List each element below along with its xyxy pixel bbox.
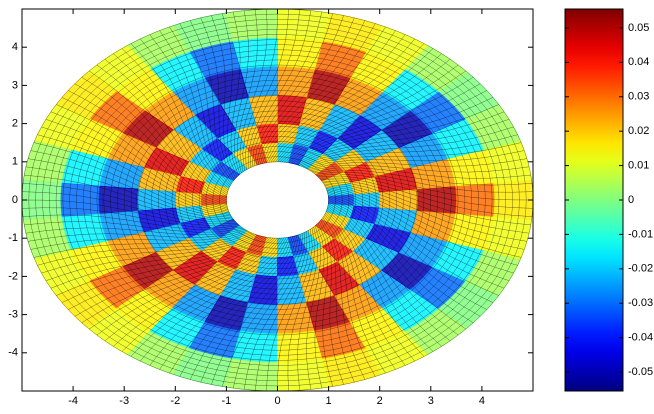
- mesh-cell: [416, 185, 457, 215]
- y-tick-label: 4: [12, 41, 18, 53]
- mesh-ring: [144, 100, 411, 300]
- colorbar-tick-label: 0.03: [628, 91, 649, 103]
- mesh-ring: [69, 44, 486, 356]
- mesh-ring: [42, 24, 513, 376]
- mesh-ring: [110, 74, 445, 326]
- x-tick-label: -3: [119, 395, 129, 407]
- mesh-ring: [178, 125, 377, 275]
- mesh-ring: [35, 18, 520, 382]
- mesh-cell: [98, 185, 139, 215]
- colorbar-tick-label: -0.04: [628, 332, 653, 344]
- mesh-ring: [28, 13, 527, 387]
- mesh-ring: [226, 161, 329, 239]
- y-tick-label: -2: [8, 270, 18, 282]
- mesh-ring: [158, 110, 397, 290]
- colorbar-tick-label: 0.05: [628, 22, 649, 34]
- mesh-ring: [83, 54, 472, 346]
- colorbar: [564, 8, 624, 392]
- x-tick-label: -4: [68, 395, 78, 407]
- y-tick-label: 0: [12, 194, 18, 206]
- mesh-ring: [205, 146, 350, 254]
- mesh-cell: [223, 358, 278, 392]
- colorbar-tick-label: -0.03: [628, 297, 653, 309]
- colorbar-tick-label: 0.02: [628, 125, 649, 137]
- mesh-ring: [192, 136, 363, 264]
- mesh-ring: [137, 95, 418, 305]
- mesh-cell: [277, 8, 332, 42]
- mesh-ring: [185, 130, 370, 270]
- x-tick-label: -1: [222, 395, 232, 407]
- colorbar-tick-label: 0.01: [628, 159, 649, 171]
- mesh-cell: [277, 358, 332, 392]
- mesh-ring: [49, 29, 506, 371]
- mesh-ring: [89, 59, 466, 341]
- mesh-ring: [117, 80, 438, 320]
- mesh-ring: [55, 34, 500, 366]
- mesh-ring: [164, 115, 391, 285]
- x-tick-label: -2: [170, 395, 180, 407]
- mesh-cell: [223, 8, 278, 42]
- mesh-ring: [103, 69, 452, 331]
- colorbar-tick-label: -0.01: [628, 228, 653, 240]
- mesh-ring: [62, 39, 493, 361]
- y-tick-label: 1: [12, 156, 18, 168]
- x-tick-label: 1: [326, 395, 332, 407]
- y-tick-label: -1: [8, 232, 18, 244]
- x-tick-label: 0: [274, 395, 280, 407]
- colorbar-tick-label: 0: [628, 194, 634, 206]
- mesh-ring: [151, 105, 404, 295]
- y-tick-label: -3: [8, 309, 18, 321]
- mesh-ring: [76, 49, 479, 351]
- colorbar-tick-label: -0.02: [628, 263, 653, 275]
- mesh-cell: [60, 182, 100, 218]
- x-tick-label: 2: [377, 395, 383, 407]
- mesh-ring: [219, 156, 336, 244]
- colorbar-tick-label: 0.04: [628, 56, 649, 68]
- mesh-ring: [123, 85, 432, 315]
- mesh-ring: [198, 141, 357, 259]
- y-tick-label: 2: [12, 118, 18, 130]
- mesh-ring: [212, 151, 343, 249]
- mesh-lines: [21, 8, 534, 392]
- colorbar-tick-label: -0.05: [628, 366, 653, 378]
- mesh-ring: [130, 90, 425, 310]
- mesh-ring: [96, 64, 459, 336]
- y-tick-label: 3: [12, 79, 18, 91]
- y-tick-label: -4: [8, 347, 18, 359]
- mesh-cell: [455, 182, 495, 218]
- mesh-ring: [171, 120, 384, 280]
- x-tick-label: 4: [479, 395, 485, 407]
- x-tick-label: 3: [428, 395, 434, 407]
